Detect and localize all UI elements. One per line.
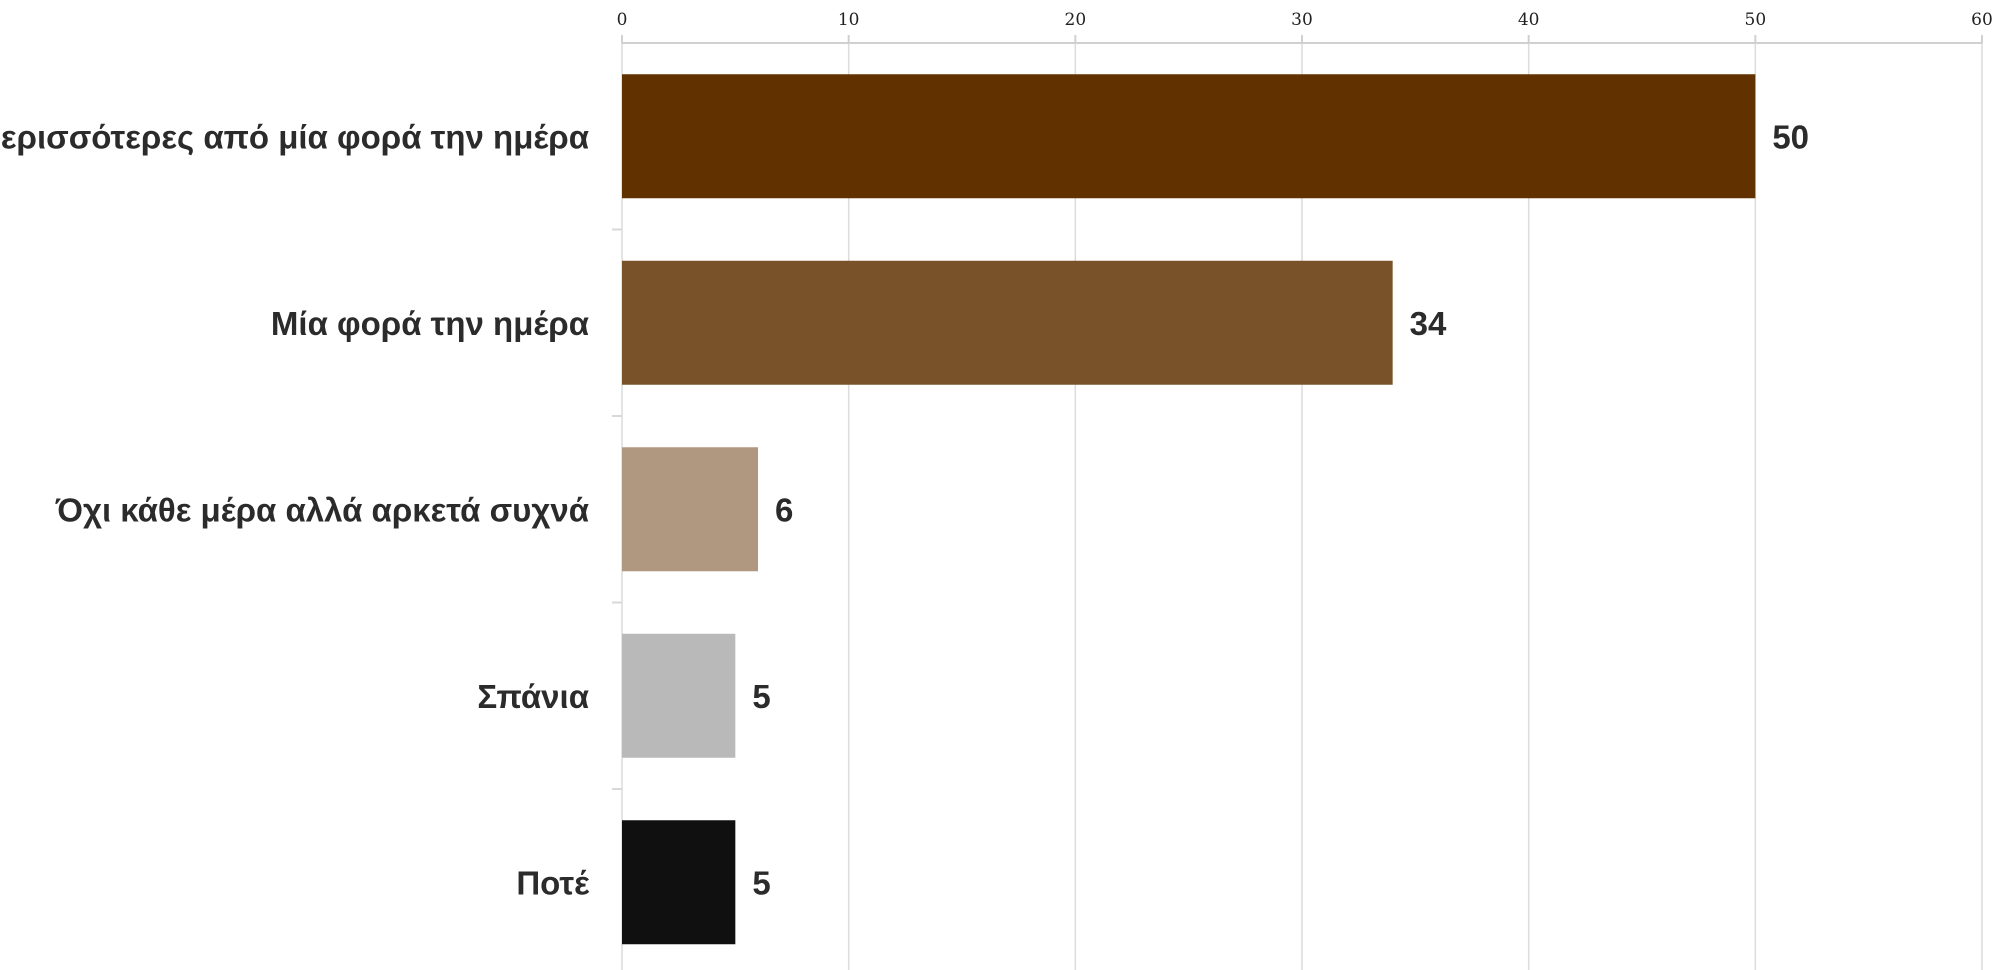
- x-tick-label: 40: [1518, 10, 1540, 30]
- category-label: Σπάνια: [477, 678, 589, 715]
- x-axis: 0 10 20 30 40 50 60: [612, 10, 1993, 790]
- data-label: 5: [752, 864, 770, 901]
- category-label: Μία φορά την ημέρα: [271, 305, 589, 342]
- category-label: Ποτέ: [516, 864, 590, 901]
- data-label: 50: [1772, 118, 1809, 155]
- data-label: 6: [775, 491, 793, 528]
- data-label: 5: [752, 678, 770, 715]
- labels: Περισσότερες από μία φορά την ημέρα 50 Μία…: [0, 118, 1809, 901]
- bar: [622, 633, 736, 758]
- bar: [622, 820, 736, 945]
- bar: [622, 260, 1393, 385]
- x-tick-label: 60: [1971, 10, 1993, 30]
- x-tick-label: 0: [617, 10, 628, 30]
- x-tick-label: 30: [1291, 10, 1313, 30]
- x-tick-label: 10: [838, 10, 860, 30]
- bar: [622, 447, 758, 572]
- x-tick-label: 50: [1745, 10, 1767, 30]
- bar: [622, 74, 1756, 199]
- bars: [622, 74, 1756, 945]
- data-label: 34: [1410, 305, 1447, 342]
- category-label: Περισσότερες από μία φορά την ημέρα: [0, 118, 589, 155]
- category-label: Όχι κάθε μέρα αλλά αρκετά συχνά: [55, 491, 589, 528]
- x-tick-label: 20: [1065, 10, 1087, 30]
